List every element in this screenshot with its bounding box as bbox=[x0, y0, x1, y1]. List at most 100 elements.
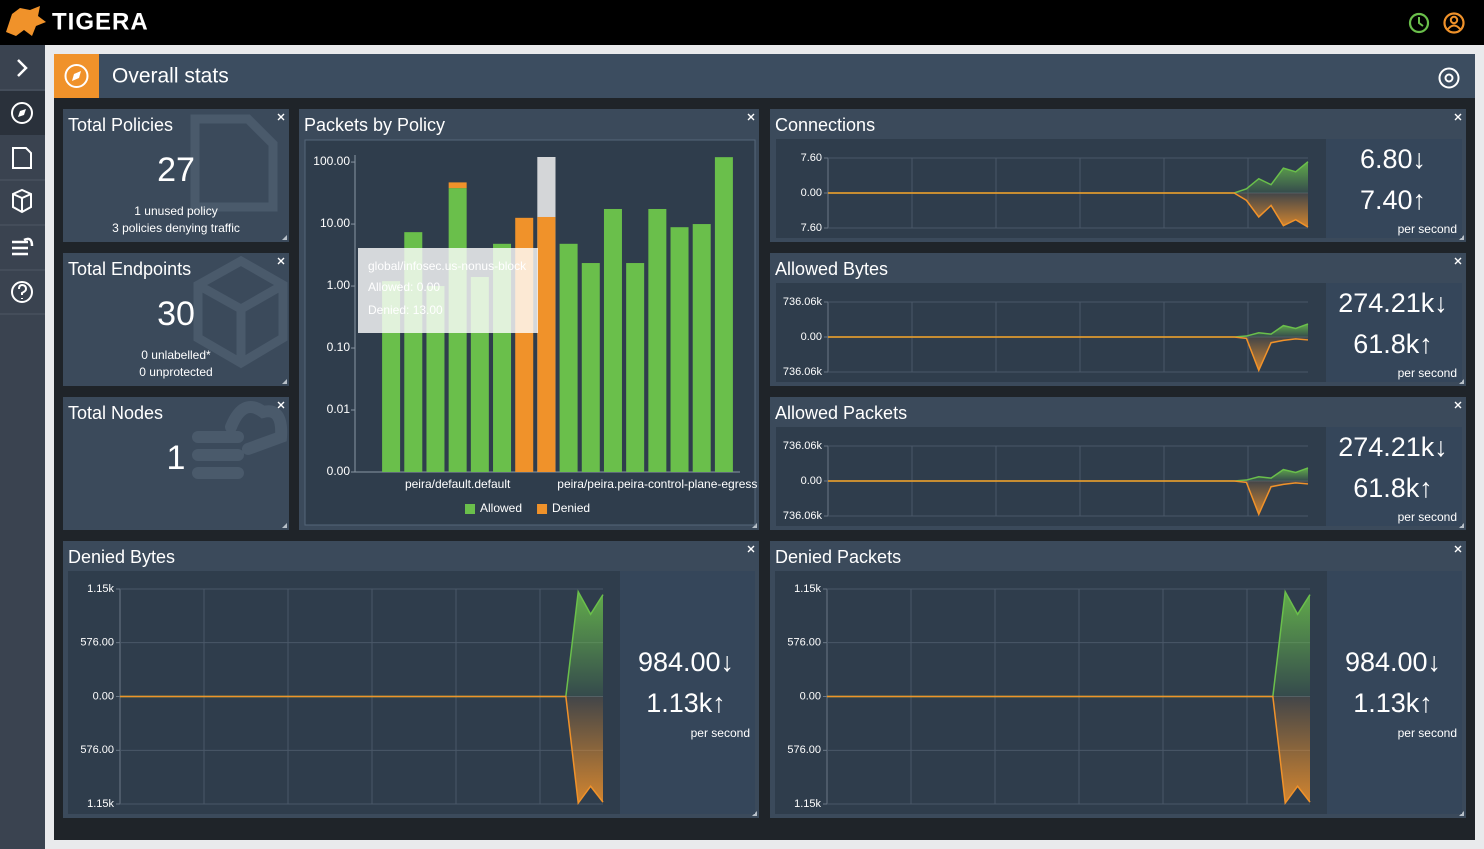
watermark-icon bbox=[190, 114, 278, 212]
y-tick-label: 0.00 bbox=[327, 464, 351, 478]
panel-icon-needle bbox=[72, 71, 81, 81]
y-tick-label: 1.15k bbox=[794, 798, 821, 810]
y-tick-label: 736.06k bbox=[783, 510, 823, 522]
tooltip-box bbox=[358, 248, 538, 333]
bar bbox=[537, 216, 556, 472]
rate-readout: 984.00↓ bbox=[638, 647, 734, 677]
y-tick-label: 736.06k bbox=[783, 440, 823, 452]
panel-header bbox=[54, 54, 1475, 98]
widget: Connections 7.60 0.00 7.60 6.80↓ 7.40↑ per sec… bbox=[770, 109, 1466, 242]
stat-value: 1 bbox=[167, 439, 186, 477]
rate-readout: 7.40↑ bbox=[1360, 185, 1426, 215]
y-tick-label: 7.60 bbox=[801, 152, 822, 164]
rate-readout: 1.13k↑ bbox=[646, 688, 726, 718]
legend-swatch bbox=[537, 504, 548, 514]
widget-background bbox=[63, 397, 289, 530]
y-tick-label: 736.06k bbox=[783, 296, 823, 308]
y-tick-label: 576.00 bbox=[787, 637, 821, 649]
rate-unit: per second bbox=[1398, 366, 1457, 380]
bar bbox=[603, 208, 622, 472]
legend-label: Denied bbox=[552, 501, 590, 515]
y-tick-label: 1.15k bbox=[87, 798, 114, 810]
rate-readout: 274.21k↓ bbox=[1338, 288, 1448, 318]
widget-background bbox=[63, 109, 289, 242]
nav-nodes-icon[interactable] bbox=[12, 237, 34, 256]
nav-policies-icon[interactable] bbox=[12, 147, 32, 169]
close-button[interactable] bbox=[277, 257, 285, 265]
rate-unit: per second bbox=[1398, 510, 1457, 524]
y-tick-label: 10.00 bbox=[320, 216, 350, 230]
widget-title: Denied Packets bbox=[775, 547, 901, 567]
widget-title: Connections bbox=[775, 115, 875, 135]
user-head bbox=[1449, 15, 1459, 25]
bar bbox=[448, 182, 467, 189]
close-button[interactable] bbox=[1454, 257, 1462, 265]
rate-readout: 61.8k↑ bbox=[1353, 329, 1433, 359]
rate-readout: 984.00↓ bbox=[1345, 647, 1441, 677]
rate-panel bbox=[620, 571, 755, 814]
history-icon[interactable] bbox=[1408, 12, 1430, 34]
line bbox=[828, 336, 1309, 373]
y-tick-label: 0.00 bbox=[801, 475, 822, 487]
stat-note: 1 unused policy bbox=[134, 204, 217, 218]
y-tick-label: 1.00 bbox=[327, 278, 351, 292]
area bbox=[828, 161, 1308, 193]
nav-help-icon[interactable] bbox=[11, 281, 33, 303]
chart-area bbox=[776, 139, 1326, 238]
stat-note: 0 unprotected bbox=[139, 365, 212, 379]
widget: Total Policies 27 1 unused policy 3 policie… bbox=[63, 109, 289, 242]
close-button[interactable] bbox=[277, 401, 285, 409]
bar bbox=[626, 263, 645, 472]
y-tick-label: 0.00 bbox=[801, 331, 822, 343]
bar bbox=[670, 227, 689, 472]
nav-dashboard-icon[interactable] bbox=[11, 102, 33, 124]
top-bar bbox=[0, 0, 1484, 45]
close-button[interactable] bbox=[277, 113, 285, 121]
history-hands bbox=[1418, 17, 1424, 27]
resize-handle bbox=[282, 523, 287, 528]
y-tick-label: 100.00 bbox=[313, 154, 350, 168]
rate-panel bbox=[1326, 139, 1462, 238]
brand-name[interactable]: TIGERA bbox=[52, 8, 149, 35]
close-button[interactable] bbox=[1454, 545, 1462, 553]
rate-readout: 6.80↓ bbox=[1360, 144, 1426, 174]
widget: Denied Bytes 1.15k 576.00 0.00 576.00 1.15k 98… bbox=[63, 541, 759, 818]
widget: Total Endpoints 30 0 unlabelled* 0 unprotec… bbox=[63, 253, 289, 386]
settings-button[interactable] bbox=[1438, 67, 1460, 89]
user-icon[interactable] bbox=[1443, 12, 1465, 34]
resize-handle bbox=[282, 379, 287, 384]
sidebar bbox=[0, 45, 45, 849]
widget-title: Allowed Bytes bbox=[775, 259, 888, 279]
user-circle bbox=[1443, 12, 1465, 34]
close-button[interactable] bbox=[747, 545, 755, 553]
widget-title: Allowed Packets bbox=[775, 403, 907, 423]
settings-ring bbox=[1438, 67, 1460, 89]
chart-area bbox=[775, 571, 1327, 814]
close-button[interactable] bbox=[1454, 113, 1462, 121]
widget: Packets by Policy 0.00 0.01 0.10 1.00 10.00 10… bbox=[299, 109, 759, 530]
y-tick-label: 576.00 bbox=[80, 637, 114, 649]
bar bbox=[648, 208, 667, 472]
line bbox=[120, 695, 604, 806]
rate-readout: 61.8k↑ bbox=[1353, 473, 1433, 503]
expand-button[interactable] bbox=[17, 59, 28, 77]
widget: Denied Packets 1.15k 576.00 0.00 576.00 1.15k… bbox=[770, 541, 1466, 818]
close-button[interactable] bbox=[747, 113, 755, 121]
rate-readout: 274.21k↓ bbox=[1338, 432, 1448, 462]
rate-panel bbox=[1326, 427, 1462, 526]
nav-endpoints-icon[interactable] bbox=[12, 188, 32, 214]
close-button[interactable] bbox=[1454, 401, 1462, 409]
stat-note: 3 policies denying traffic bbox=[112, 221, 240, 235]
area bbox=[828, 467, 1308, 481]
y-tick-label: 0.00 bbox=[800, 690, 821, 702]
brand-logo[interactable] bbox=[6, 6, 46, 36]
legend-swatch bbox=[465, 504, 475, 514]
rate-panel bbox=[1326, 283, 1462, 382]
bar bbox=[581, 263, 600, 472]
line bbox=[828, 480, 1309, 517]
line bbox=[827, 695, 1311, 806]
rate-panel bbox=[1327, 571, 1462, 814]
